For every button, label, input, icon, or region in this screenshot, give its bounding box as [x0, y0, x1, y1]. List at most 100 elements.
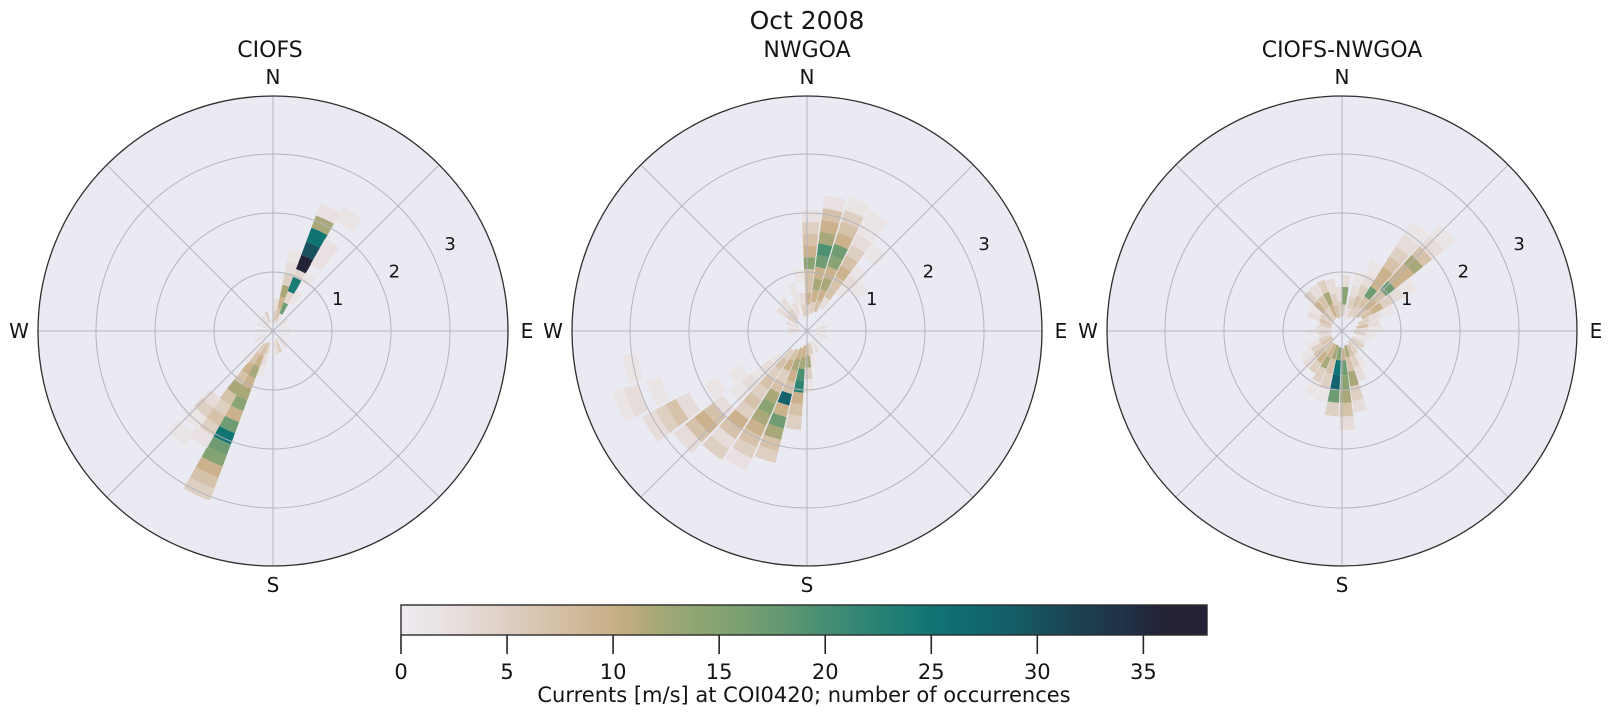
- rose-cell: [1349, 338, 1360, 350]
- rose-cell: [1395, 233, 1419, 256]
- rose-cell: [827, 254, 843, 271]
- rose-cell: [1349, 284, 1360, 299]
- rose-cell: [1355, 334, 1371, 342]
- rose-cell: [311, 215, 334, 236]
- rose-cell: [287, 276, 302, 295]
- rose-cell: [1398, 278, 1418, 298]
- rose-cell: [1355, 307, 1368, 319]
- rose-cell: [802, 233, 819, 247]
- rose-cell: [1395, 263, 1414, 282]
- rose-cell: [1324, 401, 1339, 417]
- rose-cell: [1371, 289, 1386, 304]
- plot-title-ciofs-nwgoa: CIOFS-NWGOA: [1261, 38, 1423, 63]
- rose-cell: [612, 388, 636, 423]
- rose-cell: [788, 327, 801, 331]
- rose-cell: [795, 347, 803, 360]
- polar-plot-ciofs: N E S W 1 2 3: [9, 65, 533, 597]
- rose-cell: [315, 203, 341, 224]
- rose-cell: [812, 278, 823, 292]
- polar-grid: [572, 96, 1042, 566]
- rose-cell: [769, 352, 783, 366]
- colorbar: 0 5 10 15 20 25 30 35: [394, 604, 1208, 684]
- rose-cell: [808, 342, 814, 355]
- rose-cell: [278, 334, 289, 343]
- rose-cell: [1340, 374, 1350, 391]
- rose-cell: [273, 298, 280, 311]
- rose-cell: [1339, 402, 1354, 417]
- rose-cell: [685, 417, 710, 443]
- rose-cell: [219, 388, 237, 406]
- rose-cell: [763, 423, 784, 441]
- rose-cell: [258, 318, 268, 327]
- rose-cell: [230, 395, 248, 412]
- rose-cell: [819, 219, 840, 235]
- rose-cell: [255, 332, 267, 337]
- polar-plot-nwgoa: N E S W 1 2 3: [543, 65, 1067, 597]
- rose-cell: [1350, 354, 1360, 368]
- rose-cell: [264, 341, 271, 355]
- rose-cell: [816, 243, 833, 258]
- rose-cell: [811, 340, 820, 353]
- compass-label-n: N: [800, 65, 815, 89]
- rose-cell: [219, 415, 240, 434]
- rose-cell: [751, 383, 769, 400]
- rose-cell: [1319, 313, 1334, 325]
- rose-cell: [1320, 356, 1331, 370]
- colorbar-bar: [400, 604, 1208, 636]
- colorbar-label: Currents [m/s] at COI0420; number of occ…: [537, 683, 1071, 707]
- radial-tick-label: 2: [923, 261, 934, 282]
- rose-cell: [812, 334, 824, 343]
- rose-cell: [785, 320, 800, 329]
- rose-cell: [1314, 385, 1330, 404]
- rose-cell: [1365, 260, 1383, 279]
- angular-gridline: [272, 330, 440, 498]
- plot-title-nwgoa: NWGOA: [763, 38, 851, 63]
- rose-cell: [1325, 278, 1337, 295]
- rose-cell: [815, 332, 828, 339]
- rose-cell: [1351, 335, 1367, 346]
- rose-cell: [1339, 389, 1352, 403]
- rose-cell: [738, 427, 762, 448]
- rose-cell: [727, 409, 749, 430]
- rose-cell: [1318, 332, 1332, 339]
- rose-cell: [735, 400, 756, 420]
- rose-cell: [804, 280, 813, 293]
- rose-cell: [335, 206, 363, 232]
- compass-label-n: N: [266, 65, 281, 89]
- rose-cell: [1360, 309, 1374, 320]
- rose-cell: [783, 358, 795, 372]
- rose-cell: [254, 334, 266, 343]
- rose-cell: [1330, 374, 1341, 390]
- colorbar-tick-label: 5: [500, 660, 513, 684]
- rose-cell: [665, 398, 689, 426]
- rose-cell: [818, 231, 836, 247]
- plot-title-ciofs: CIOFS: [237, 38, 303, 63]
- radial-tick-label: 1: [332, 289, 343, 310]
- rose-cell: [207, 436, 231, 456]
- colorbar-tick-label: 30: [1024, 660, 1051, 684]
- rose-cell: [1347, 296, 1356, 310]
- rose-cell: [1341, 274, 1351, 288]
- rose-cell: [167, 420, 195, 446]
- rose-cell: [801, 304, 807, 317]
- rose-cell: [750, 366, 767, 383]
- rose-cell: [857, 223, 880, 244]
- angular-gridline: [106, 164, 274, 332]
- rose-cell: [1350, 337, 1365, 349]
- rose-cell: [840, 255, 859, 272]
- rose-cell: [1319, 318, 1332, 327]
- rose-cell: [1320, 372, 1333, 389]
- rose-cell: [775, 357, 788, 371]
- rose-cell: [1347, 340, 1359, 355]
- rose-cell: [1348, 370, 1359, 387]
- rose-cell: [864, 244, 887, 267]
- rose-cell: [704, 377, 727, 400]
- rose-cell: [306, 227, 328, 248]
- rose-cell: [279, 302, 289, 315]
- rose-cell: [1376, 266, 1393, 283]
- radial-tick-label: 1: [1401, 289, 1412, 310]
- rose-cell: [1403, 221, 1429, 245]
- rose-cell: [702, 435, 730, 461]
- rose-cell: [803, 257, 816, 270]
- colorbar-tick-label: 20: [812, 660, 839, 684]
